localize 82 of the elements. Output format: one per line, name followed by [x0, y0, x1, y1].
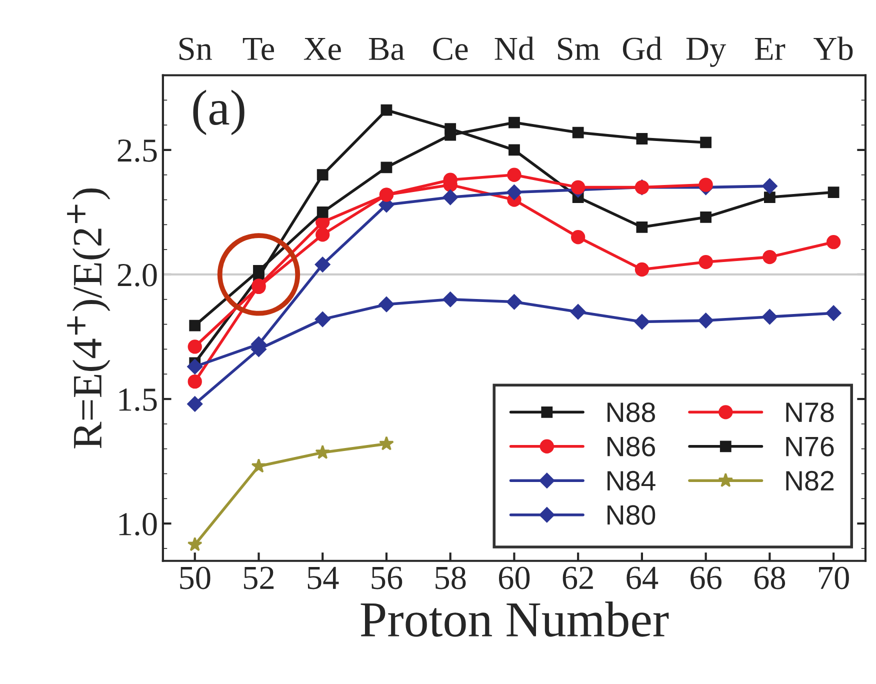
- x-tick-label: 70: [819, 566, 849, 590]
- point: [698, 254, 713, 270]
- point: [187, 396, 203, 412]
- text: Er: [754, 38, 786, 60]
- point: [187, 536, 202, 552]
- x-axis-title: Proton Number: [360, 602, 669, 637]
- point: [698, 312, 714, 328]
- point: [253, 265, 264, 276]
- point: [507, 168, 522, 182]
- x-tick-label: 64: [626, 566, 658, 590]
- point: [189, 320, 201, 332]
- legend-label: N78: [786, 402, 834, 422]
- point: [764, 192, 776, 203]
- legend-label: N84: [608, 470, 656, 491]
- x-tick-label: 66: [690, 566, 722, 590]
- x-tick-label: 50: [180, 566, 210, 590]
- point: [506, 294, 522, 310]
- text: Sm: [558, 38, 600, 60]
- point: [634, 314, 650, 330]
- point: [188, 340, 202, 354]
- point: [187, 358, 203, 374]
- point: [251, 458, 266, 473]
- point: [636, 221, 648, 233]
- point: [380, 162, 392, 174]
- legend-label: N88: [608, 402, 655, 422]
- legend-label: N82: [786, 470, 834, 491]
- point: [442, 190, 458, 205]
- y-tick-label: 2.5: [118, 139, 157, 162]
- point: [570, 180, 586, 194]
- point: [762, 309, 778, 325]
- point: [506, 184, 522, 200]
- point: [315, 444, 330, 459]
- x-tick-label: 60: [498, 566, 530, 590]
- x-tick-label: 54: [308, 566, 339, 590]
- text: Gd: [622, 36, 662, 60]
- annotation: (a): [193, 90, 244, 136]
- point: [570, 230, 586, 244]
- point: [700, 136, 712, 148]
- text: Xe: [304, 38, 341, 60]
- x-tick-label: 68: [754, 566, 786, 590]
- text: Te: [242, 38, 274, 60]
- point: [314, 256, 330, 272]
- point: [826, 235, 841, 250]
- point: [636, 133, 648, 144]
- point: [634, 262, 650, 277]
- text: Nd: [494, 36, 534, 60]
- point: [316, 206, 328, 218]
- x-tick-label: 52: [244, 566, 274, 590]
- point: [314, 312, 330, 328]
- point: [570, 304, 586, 320]
- y-tick-label: 1.0: [119, 512, 157, 536]
- point: [698, 178, 713, 192]
- text: Sn: [180, 38, 212, 60]
- point: [762, 178, 778, 194]
- point: [762, 250, 777, 264]
- x-tick-label: 56: [372, 566, 402, 590]
- point: [700, 212, 712, 223]
- x-tick-label: 58: [436, 566, 466, 590]
- text: Ba: [368, 38, 405, 60]
- point: [380, 104, 392, 116]
- point: [316, 169, 328, 181]
- y-tick-label: 1.5: [119, 388, 157, 412]
- point: [508, 144, 520, 156]
- point: [508, 116, 520, 128]
- y-axis-title: R=E(4$^{+}$)/E(2$^{+}$): [67, 188, 110, 448]
- legend-label: N86: [608, 436, 655, 456]
- point: [442, 292, 458, 308]
- legend-label: N80: [608, 505, 656, 525]
- text: Ce: [433, 38, 468, 60]
- x-tick-label: 62: [562, 566, 593, 590]
- point: [572, 126, 584, 138]
- point: [379, 436, 394, 450]
- legend-label: N76: [786, 436, 834, 456]
- point: [828, 186, 840, 198]
- point: [826, 305, 842, 321]
- point: [444, 129, 456, 141]
- point: [188, 374, 202, 389]
- text: Yb: [814, 36, 853, 60]
- point: [316, 228, 330, 242]
- point: [378, 296, 394, 312]
- y-tick-label: 2.0: [118, 264, 157, 287]
- text: Dy: [686, 38, 726, 67]
